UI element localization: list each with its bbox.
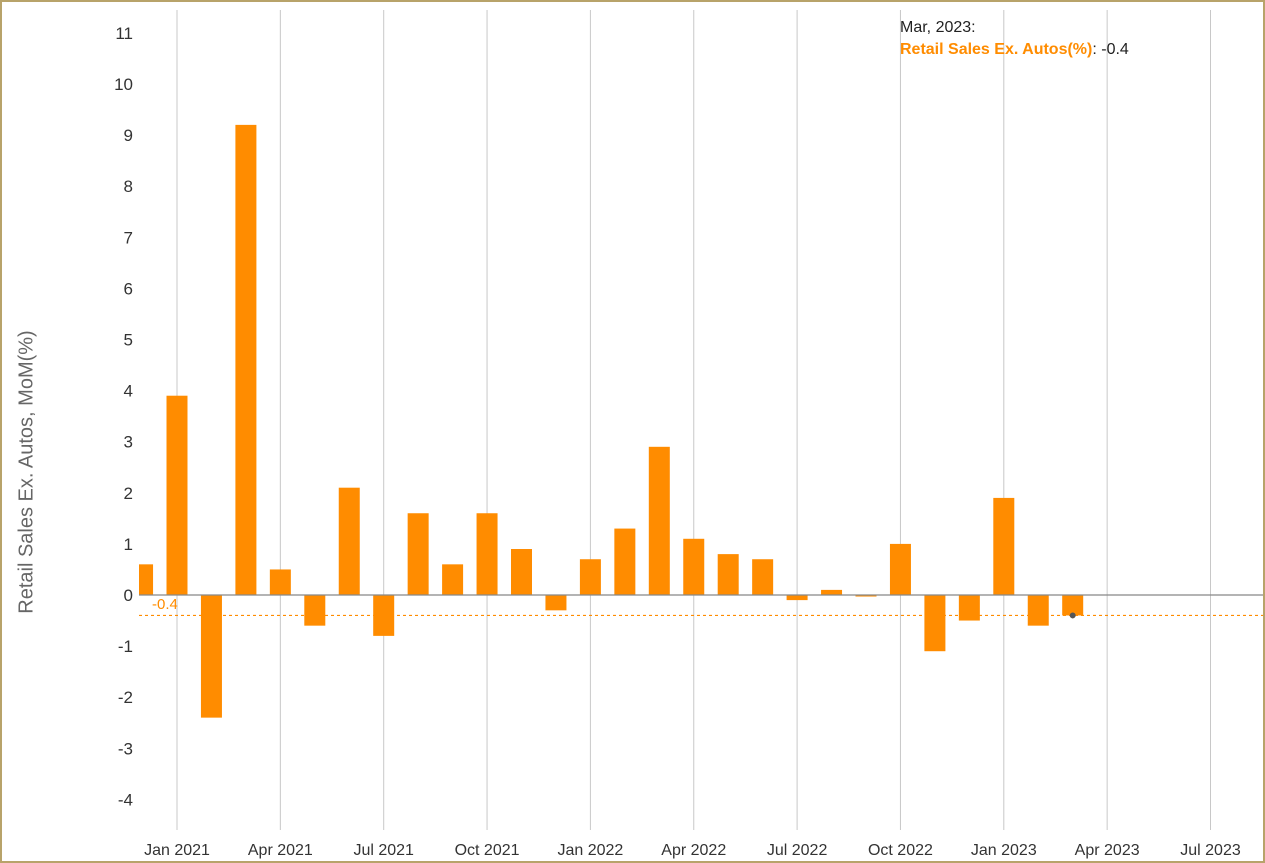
bar[interactable] — [958, 595, 980, 621]
bar[interactable] — [614, 528, 636, 595]
y-tick-label: 9 — [124, 126, 133, 145]
bar[interactable] — [1062, 595, 1084, 616]
x-tick-label: Jul 2023 — [1180, 842, 1241, 859]
y-tick-label: 10 — [114, 75, 133, 94]
y-tick-label: 6 — [124, 279, 133, 298]
y-tick-label: 11 — [115, 24, 133, 43]
hover-marker — [1069, 612, 1076, 619]
x-tick-label: Apr 2023 — [1075, 842, 1140, 859]
bar[interactable] — [511, 549, 532, 595]
bar[interactable] — [407, 513, 429, 595]
x-tick-label: Apr 2022 — [661, 842, 726, 859]
y-tick-label: -4 — [118, 790, 133, 809]
tooltip-value: : -0.4 — [1092, 41, 1129, 58]
bar[interactable] — [139, 564, 154, 595]
x-tick-label: Oct 2022 — [868, 842, 933, 859]
bar[interactable] — [683, 538, 705, 595]
y-tick-label: 8 — [124, 177, 133, 196]
bar[interactable] — [579, 559, 601, 595]
x-tick-label: Jul 2021 — [353, 842, 414, 859]
bar[interactable] — [924, 595, 946, 652]
bar[interactable] — [373, 595, 395, 636]
y-tick-label: 3 — [124, 433, 133, 452]
bar[interactable] — [442, 564, 464, 595]
y-axis-title: Retail Sales Ex. Autos, MoM(%) — [15, 330, 38, 614]
bar[interactable] — [338, 487, 360, 595]
y-tick-label: 2 — [124, 484, 133, 503]
bar[interactable] — [545, 595, 567, 611]
y-tick-label: 5 — [124, 331, 133, 350]
bar[interactable] — [269, 569, 291, 595]
x-tick-label: Jul 2022 — [767, 842, 828, 859]
y-tick-label: 7 — [124, 228, 133, 247]
y-tick-label: -3 — [118, 739, 133, 758]
y-tick-label: 4 — [124, 382, 133, 401]
y-tick-label: -1 — [118, 637, 133, 656]
bar[interactable] — [166, 395, 188, 595]
bar[interactable] — [752, 559, 774, 595]
y-tick-label: 1 — [124, 535, 133, 554]
tooltip-date: Mar, 2023: — [900, 19, 976, 36]
bar[interactable] — [993, 497, 1015, 595]
bar[interactable] — [304, 595, 326, 626]
bar[interactable] — [889, 543, 911, 595]
y-tick-label: -2 — [118, 688, 133, 707]
bar[interactable] — [476, 513, 498, 595]
bar[interactable] — [648, 446, 670, 595]
bar[interactable] — [821, 589, 843, 595]
bar[interactable] — [200, 595, 222, 718]
y-tick-label: 0 — [124, 586, 133, 605]
last-value-label: -0.4 — [152, 596, 178, 613]
bar[interactable] — [786, 595, 808, 601]
bar[interactable] — [1027, 595, 1049, 626]
x-tick-label: Jan 2021 — [144, 842, 210, 859]
bar[interactable] — [855, 595, 877, 597]
hover-tooltip: Mar, 2023: Retail Sales Ex. Autos(%): -0… — [900, 17, 1129, 61]
bar[interactable] — [235, 124, 257, 595]
x-tick-label: Oct 2021 — [455, 842, 520, 859]
x-tick-label: Jan 2022 — [557, 842, 623, 859]
x-tick-label: Apr 2021 — [248, 842, 313, 859]
x-tick-label: Jan 2023 — [971, 842, 1037, 859]
tooltip-series-name: Retail Sales Ex. Autos(%) — [900, 41, 1093, 58]
bar[interactable] — [717, 554, 739, 595]
tooltip-row: Retail Sales Ex. Autos(%): -0.4 — [900, 39, 1129, 61]
